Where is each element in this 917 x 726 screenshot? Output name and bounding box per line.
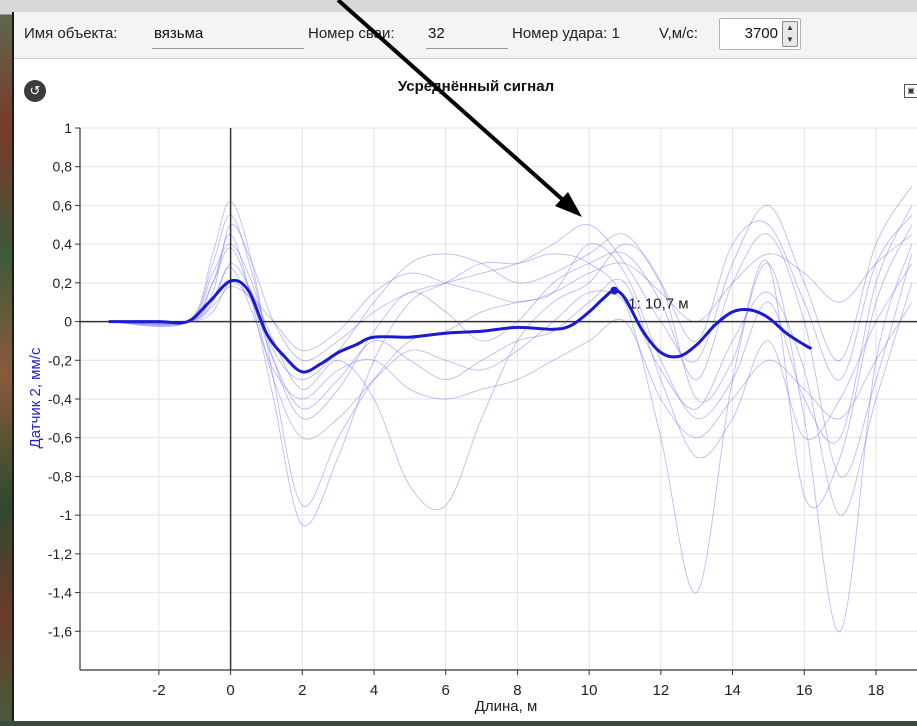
y-tick-label: 0,4 bbox=[53, 236, 73, 252]
background-trace bbox=[108, 234, 913, 632]
background-trace bbox=[108, 247, 913, 516]
background-trace bbox=[108, 214, 913, 381]
y-tick-label: -0,6 bbox=[48, 430, 72, 446]
mean-signal-line bbox=[108, 278, 813, 374]
x-tick-label: 16 bbox=[796, 682, 813, 699]
y-tick-label: -0,4 bbox=[48, 391, 72, 407]
x-tick-label: 6 bbox=[442, 682, 450, 699]
y-tick-label: -1,6 bbox=[48, 623, 72, 639]
x-tick-label: 12 bbox=[653, 682, 670, 699]
strike-number-label: Номер удара: 1 bbox=[512, 25, 620, 42]
background-trace bbox=[108, 185, 913, 363]
chart-title: Усреднённый сигнал bbox=[398, 78, 554, 95]
background-trace bbox=[108, 234, 913, 352]
x-tick-label: 0 bbox=[226, 682, 234, 699]
reset-zoom-icon[interactable]: ↺ bbox=[24, 80, 46, 102]
background-trace bbox=[108, 263, 913, 459]
axes bbox=[75, 127, 917, 675]
chart-area: ↺ ▣ Усреднённый сигнал -2 0 2 4 6 8 10 12 14 16 18… bbox=[14, 58, 917, 721]
chevron-up-icon[interactable]: ▲ bbox=[786, 23, 794, 32]
pile-number-label: Номер сваи: bbox=[308, 25, 395, 42]
chevron-down-icon[interactable]: ▼ bbox=[786, 35, 794, 44]
y-tick-label: 0,6 bbox=[53, 197, 73, 213]
tick-labels: -2 0 2 4 6 8 10 12 14 16 18 1 0,8 0,6 0,4 0,2 0 -0,2 -0,4 -… bbox=[48, 120, 884, 699]
y-axis-label: Датчик 2, мм/с bbox=[27, 347, 44, 448]
toolbar: Имя объекта: вязьма Номер сваи: 32 Номер… bbox=[14, 12, 917, 59]
y-tick-label: -1,4 bbox=[48, 585, 72, 601]
object-name-input[interactable]: вязьма bbox=[152, 20, 304, 49]
background-trace bbox=[108, 266, 913, 439]
object-name-label: Имя объекта: bbox=[24, 25, 118, 42]
mean-signal: 1: 10,7 м bbox=[108, 278, 813, 374]
y-tick-label: -0,8 bbox=[48, 468, 72, 484]
x-tick-label: 14 bbox=[724, 682, 741, 699]
velocity-spinbox[interactable]: 3700 ▲ ▼ bbox=[719, 18, 801, 50]
y-tick-label: 0,2 bbox=[53, 275, 73, 291]
analysis-window: Имя объекта: вязьма Номер сваи: 32 Номер… bbox=[12, 12, 917, 721]
x-tick-label: 10 bbox=[581, 682, 598, 699]
velocity-label: V,м/с: bbox=[659, 25, 698, 42]
background-photo bbox=[0, 0, 14, 721]
average-signal-chart: Усреднённый сигнал -2 0 2 4 6 8 10 12 14 16 18 1 0,8… bbox=[27, 78, 917, 715]
x-tick-label: 4 bbox=[370, 682, 378, 699]
marker-point bbox=[610, 286, 619, 295]
velocity-value: 3700 bbox=[744, 25, 778, 42]
background-trace bbox=[108, 224, 913, 511]
x-tick-label: -2 bbox=[152, 682, 165, 699]
x-tick-label: 18 bbox=[868, 682, 885, 699]
grid bbox=[80, 127, 917, 670]
y-tick-label: 1 bbox=[64, 120, 72, 136]
background-trace bbox=[108, 201, 913, 507]
marker-label: 1: 10,7 м bbox=[628, 296, 688, 313]
y-tick-label: -1,2 bbox=[48, 546, 72, 562]
x-tick-label: 2 bbox=[298, 682, 306, 699]
y-tick-label: -0,2 bbox=[48, 352, 72, 368]
velocity-stepper[interactable]: ▲ ▼ bbox=[782, 21, 798, 47]
save-icon[interactable]: ▣ bbox=[904, 84, 917, 98]
y-tick-label: 0 bbox=[64, 314, 72, 330]
x-axis-label: Длина, м bbox=[475, 698, 538, 715]
pile-number-input[interactable]: 32 bbox=[426, 20, 508, 49]
y-tick-label: 0,8 bbox=[53, 159, 73, 175]
background-traces bbox=[108, 185, 913, 632]
y-tick-label: -1 bbox=[60, 507, 73, 523]
x-tick-label: 8 bbox=[513, 682, 521, 699]
